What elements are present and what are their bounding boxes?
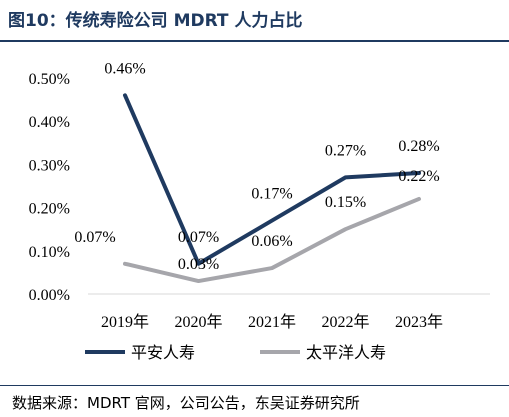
title-divider xyxy=(0,40,509,42)
y-tick-label: 0.50% xyxy=(29,71,70,88)
x-tick-label: 2020年 xyxy=(174,313,222,331)
data-label: 0.17% xyxy=(251,186,292,203)
legend-label: 平安人寿 xyxy=(131,343,195,362)
y-tick-label: 0.10% xyxy=(29,244,70,261)
data-label: 0.22% xyxy=(398,168,439,185)
data-label: 0.07% xyxy=(74,229,115,246)
x-tick-label: 2023年 xyxy=(395,313,443,331)
y-tick-label: 0.30% xyxy=(29,157,70,174)
axes: 0.00% 0.10% 0.20% 0.30% 0.40% 0.50% 2019年 2020年… xyxy=(29,71,490,331)
data-label: 0.46% xyxy=(104,60,145,77)
series-line-1 xyxy=(123,196,421,284)
data-label: 0.28% xyxy=(398,138,439,155)
data-label: 0.07% xyxy=(178,229,219,246)
data-label: 0.27% xyxy=(325,142,366,159)
series-line-0 xyxy=(123,93,421,266)
y-tick-label: 0.40% xyxy=(29,114,70,131)
data-label: 0.15% xyxy=(325,194,366,211)
data-label: 0.06% xyxy=(251,233,292,250)
figure-title: 图10：传统寿险公司 MDRT 人力占比 xyxy=(8,11,303,31)
y-tick-label: 0.00% xyxy=(29,287,70,304)
legend: 平安人寿 太平洋人寿 xyxy=(85,343,386,362)
x-tick-label: 2021年 xyxy=(248,313,296,331)
y-tick-label: 0.20% xyxy=(29,201,70,218)
x-tick-label: 2019年 xyxy=(101,313,149,331)
data-label: 0.03% xyxy=(178,256,219,273)
legend-label: 太平洋人寿 xyxy=(306,343,386,362)
x-tick-label: 2022年 xyxy=(321,313,369,331)
series-lines xyxy=(123,93,421,284)
source-note: 数据来源：MDRT 官网，公司公告，东吴证券研究所 xyxy=(12,394,360,412)
data-labels: 0.46% 0.07% 0.17% 0.27% 0.28% 0.07% 0.03% 0.06%… xyxy=(74,60,439,273)
source-divider xyxy=(0,385,509,386)
